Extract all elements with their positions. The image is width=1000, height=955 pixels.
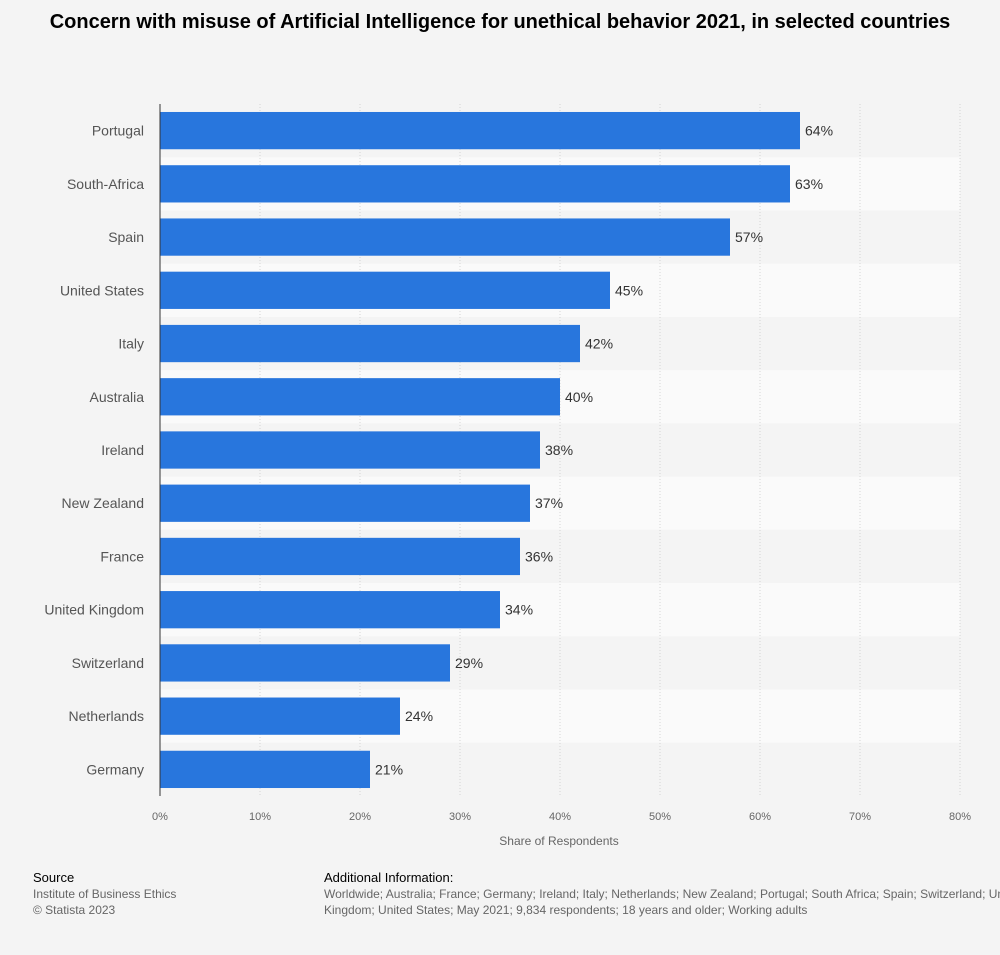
bar bbox=[160, 271, 610, 309]
additional-information-heading: Additional Information: bbox=[324, 870, 454, 885]
data-label: 36% bbox=[525, 548, 553, 564]
data-label: 37% bbox=[535, 495, 563, 511]
category-label: New Zealand bbox=[62, 495, 145, 511]
x-axis-title: Share of Respondents bbox=[499, 834, 618, 848]
additional-information-text: Worldwide; Australia; France; Germany; I… bbox=[324, 887, 1000, 917]
data-label: 29% bbox=[455, 655, 483, 671]
category-label: Portugal bbox=[92, 123, 144, 139]
x-tick-label: 20% bbox=[349, 811, 371, 823]
bar bbox=[160, 591, 500, 629]
category-label: France bbox=[100, 548, 144, 564]
additional-information-block: Additional Information: Worldwide; Austr… bbox=[324, 870, 1000, 918]
x-tick-label: 50% bbox=[649, 811, 671, 823]
x-tick-label: 40% bbox=[549, 811, 571, 823]
category-label: Australia bbox=[90, 389, 145, 405]
bar bbox=[160, 218, 730, 256]
bar-chart: 0% 10% 20% 30% 40% 50% 60% 70% 80% Portugal 64% Sou… bbox=[44, 104, 971, 848]
data-label: 45% bbox=[615, 282, 643, 298]
bar bbox=[160, 644, 450, 682]
source-block: Source Institute of Business Ethics © St… bbox=[33, 870, 176, 918]
data-label: 64% bbox=[805, 123, 833, 139]
chart-title: Concern with misuse of Artificial Intell… bbox=[49, 11, 951, 33]
source-line-publisher: Institute of Business Ethics bbox=[33, 887, 177, 901]
bar bbox=[160, 697, 400, 735]
bar bbox=[160, 750, 370, 789]
bar bbox=[160, 165, 790, 203]
x-tick-label: 0% bbox=[152, 811, 168, 823]
data-label: 57% bbox=[735, 229, 763, 245]
source-line-copyright: © Statista 2023 bbox=[33, 903, 116, 917]
x-tick-label: 80% bbox=[949, 811, 971, 823]
category-label: Italy bbox=[118, 336, 144, 352]
x-tick-label: 70% bbox=[849, 811, 871, 823]
x-tick-label: 10% bbox=[249, 811, 271, 823]
x-tick-label: 30% bbox=[449, 811, 471, 823]
data-label: 24% bbox=[405, 708, 433, 724]
category-label: Spain bbox=[108, 229, 144, 245]
data-label: 42% bbox=[585, 336, 613, 352]
bar bbox=[160, 484, 530, 522]
category-label: South-Africa bbox=[67, 176, 144, 192]
source-heading: Source bbox=[33, 870, 75, 885]
data-label: 34% bbox=[505, 602, 533, 618]
bar bbox=[160, 378, 560, 416]
category-label: Netherlands bbox=[69, 708, 145, 724]
data-label: 21% bbox=[375, 761, 403, 777]
category-label: Switzerland bbox=[72, 655, 144, 671]
bar bbox=[160, 537, 520, 576]
data-label: 38% bbox=[545, 442, 573, 458]
bar bbox=[160, 431, 540, 469]
category-label: Ireland bbox=[101, 442, 144, 458]
bar bbox=[160, 111, 800, 150]
data-label: 63% bbox=[795, 176, 823, 192]
category-label: United Kingdom bbox=[44, 602, 144, 618]
bar bbox=[160, 324, 580, 363]
category-label: Germany bbox=[86, 761, 144, 777]
category-label: United States bbox=[60, 282, 144, 298]
data-label: 40% bbox=[565, 389, 593, 405]
x-tick-label: 60% bbox=[749, 811, 771, 823]
